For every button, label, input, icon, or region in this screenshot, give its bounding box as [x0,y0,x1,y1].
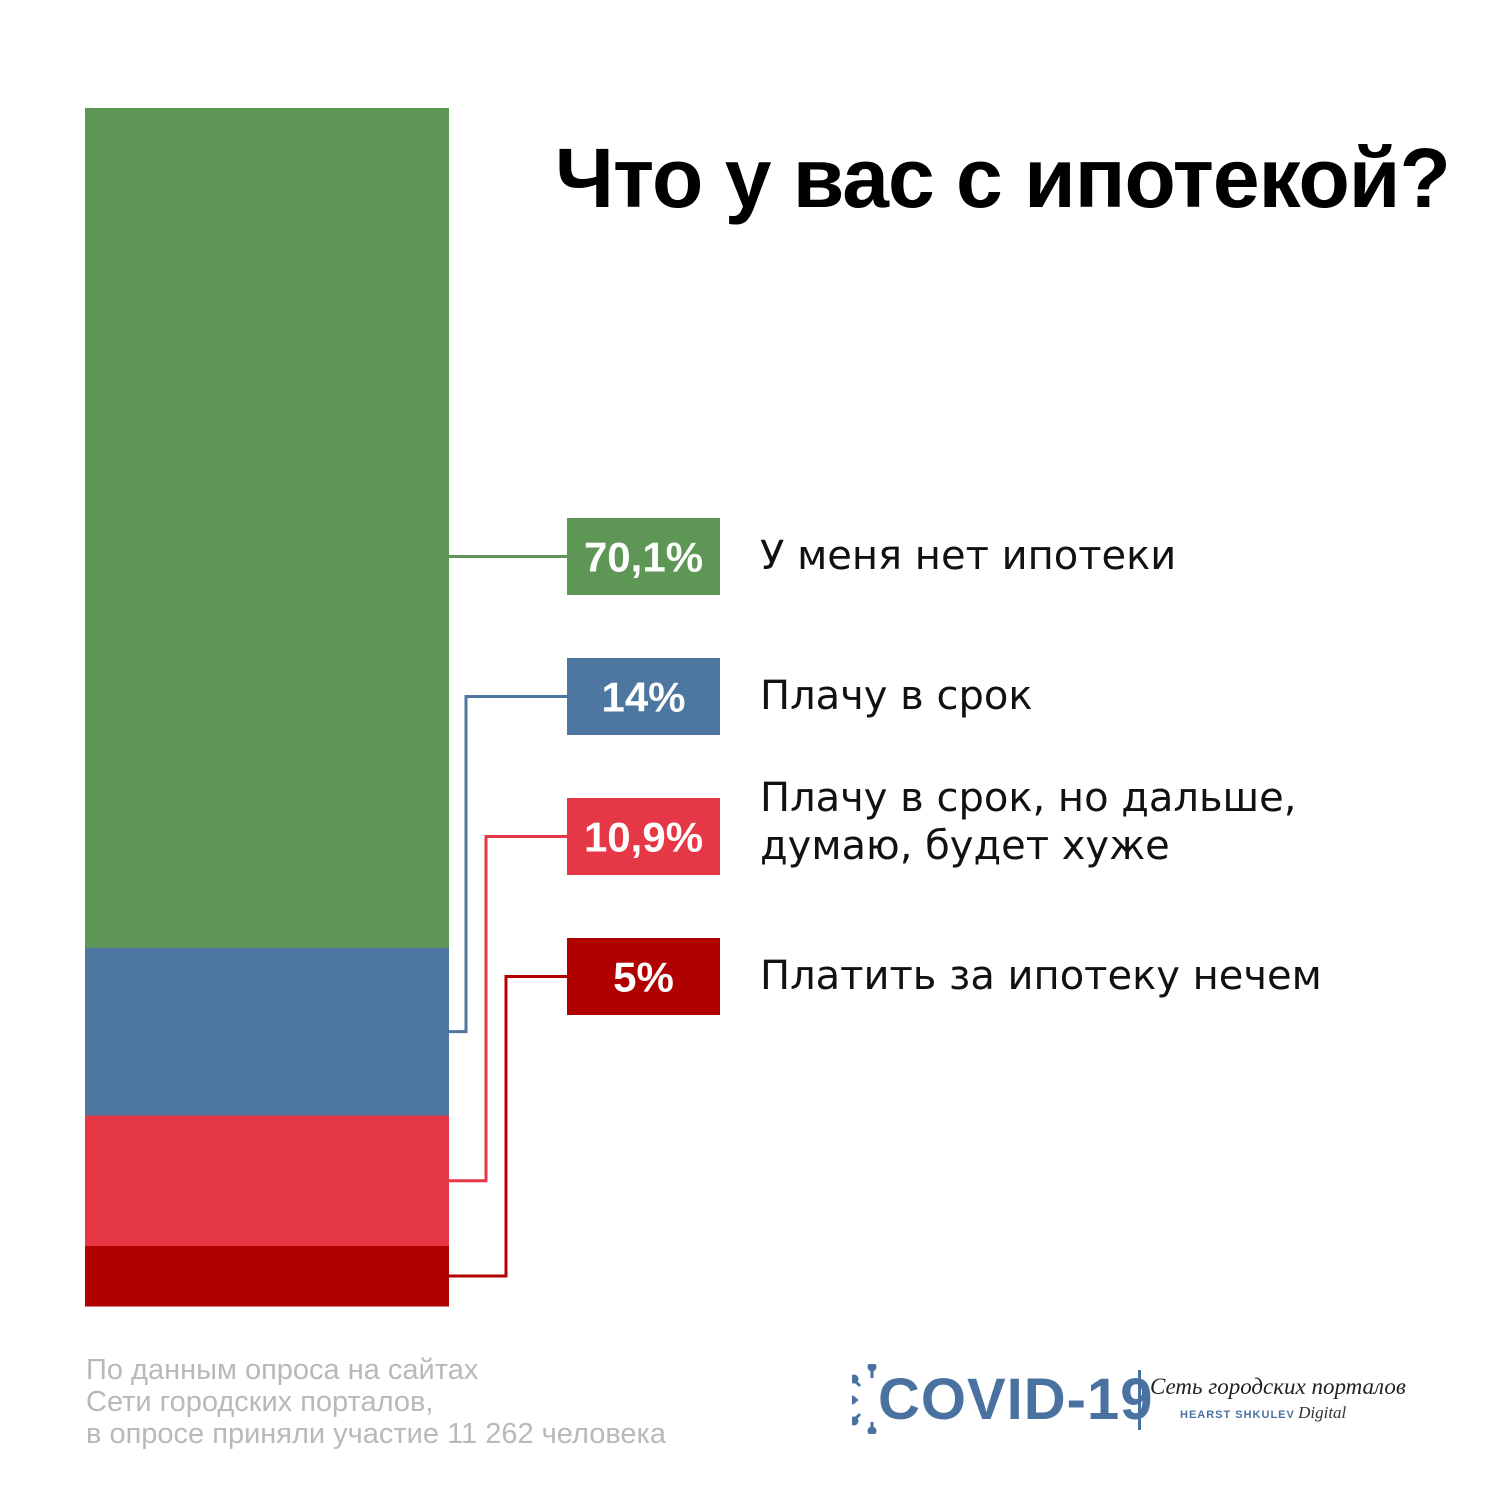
logo-covid-text: COVID-19 [878,1367,1154,1432]
logo-divider [1138,1370,1141,1430]
leader-line [449,835,567,1183]
value-label: 70,1% [584,534,703,581]
logo-network-text: Сеть городских порталов [1150,1374,1406,1399]
value-label: 10,9% [584,814,703,861]
source-footnote: По данным опроса на сайтах Сети городски… [86,1354,666,1450]
bar-segment [85,1115,449,1247]
covid-logo: COVID-19 Сеть городских порталов HEARST … [852,1358,1412,1438]
category-label: Платить за ипотеку нечем [760,953,1322,999]
value-badge [567,518,720,595]
bar-segment [85,108,449,949]
logo-brand: HEARST SHKULEV Digital [1180,1403,1346,1423]
virus-icon [852,1364,877,1434]
value-label: 14% [601,674,685,721]
category-label: Плачу в срок [760,673,1033,719]
category-label: Плачу в срок, но дальше, думаю, будет ху… [760,775,1297,869]
value-badge [567,798,720,875]
leader-line [449,695,567,1034]
logo-brand-text: HEARST SHKULEV [1180,1409,1295,1421]
value-label: 5% [613,954,674,1001]
bar-segment [85,947,449,1117]
leader-line [449,975,567,1278]
bar-segment [85,1246,449,1307]
value-badge [567,658,720,735]
category-label: У меня нет ипотеки [760,533,1177,579]
value-badge [567,938,720,1015]
logo-brand-suffix: Digital [1298,1403,1347,1422]
chart-title: Что у вас с ипотекой? [555,131,1451,225]
